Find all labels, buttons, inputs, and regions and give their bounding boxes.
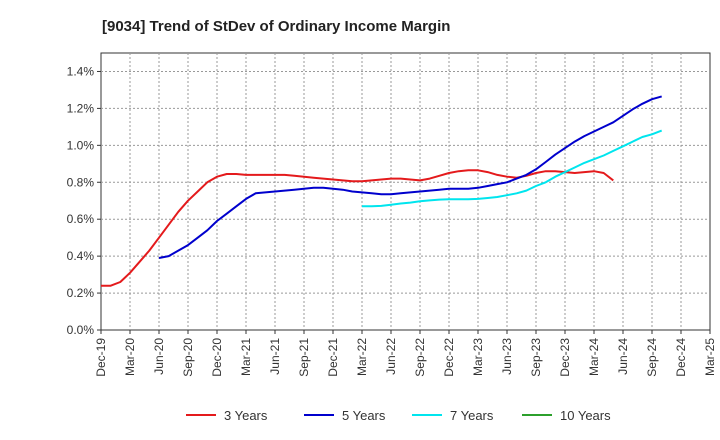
y-tick-label: 1.4% (67, 64, 95, 78)
y-axis: 0.0% 0.2% 0.4% 0.6% 0.8% 1.0% 1.2% 1.4% (67, 64, 101, 337)
y-tick-label: 0.2% (67, 286, 95, 300)
y-tick-label: 0.4% (67, 249, 95, 263)
legend: 3 Years 5 Years 7 Years 10 Years (186, 408, 611, 423)
x-tick-label: Jun-22 (384, 338, 398, 375)
x-tick-label: Jun-20 (152, 338, 166, 375)
x-tick-label: Dec-23 (558, 338, 572, 377)
x-tick-label: Mar-22 (355, 338, 369, 376)
x-tick-label: Dec-24 (674, 338, 688, 377)
plot-area (100, 52, 711, 331)
chart-title: [9034] Trend of StDev of Ordinary Income… (102, 18, 450, 35)
legend-item: 3 Years (186, 408, 268, 423)
x-tick-label: Mar-23 (471, 338, 485, 376)
y-tick-label: 1.2% (67, 101, 95, 115)
x-tick-label: Sep-21 (297, 338, 311, 377)
x-tick-label: Jun-23 (500, 338, 514, 375)
series-line-5-years (158, 95, 662, 259)
legend-item: 10 Years (522, 408, 611, 423)
x-tick-label: Sep-23 (529, 338, 543, 377)
series-line-3-years (101, 169, 614, 287)
legend-label: 3 Years (224, 408, 268, 423)
x-tick-label: Dec-21 (326, 338, 340, 377)
series-line-7-years (362, 129, 663, 208)
x-tick-label: Jun-24 (616, 338, 630, 375)
legend-label: 5 Years (342, 408, 386, 423)
x-tick-label: Mar-25 (703, 338, 717, 376)
legend-item: 5 Years (304, 408, 386, 423)
x-tick-label: Dec-22 (442, 338, 456, 377)
x-tick-label: Mar-24 (587, 338, 601, 376)
x-tick-label: Sep-24 (645, 338, 659, 377)
legend-label: 7 Years (450, 408, 494, 423)
x-tick-label: Mar-20 (123, 338, 137, 376)
y-tick-label: 0.8% (67, 175, 95, 189)
x-tick-label: Jun-21 (268, 338, 282, 375)
series-lines (101, 95, 663, 287)
x-axis: Dec-19 Mar-20 Jun-20 Sep-20 Dec-20 Mar-21 Jun-… (94, 330, 717, 377)
legend-label: 10 Years (560, 408, 611, 423)
legend-item: 7 Years (412, 408, 494, 423)
x-tick-label: Sep-22 (413, 338, 427, 377)
x-tick-label: Dec-19 (94, 338, 108, 377)
y-tick-label: 0.6% (67, 212, 95, 226)
x-tick-label: Mar-21 (239, 338, 253, 376)
y-tick-label: 1.0% (67, 138, 95, 152)
x-tick-label: Dec-20 (210, 338, 224, 377)
y-tick-label: 0.0% (67, 323, 95, 337)
x-tick-label: Sep-20 (181, 338, 195, 377)
grid-lines (101, 53, 710, 330)
